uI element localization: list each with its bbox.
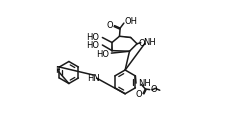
Text: HO: HO <box>96 50 110 59</box>
Text: O: O <box>106 21 113 30</box>
Text: O: O <box>151 85 157 94</box>
Text: NH: NH <box>143 38 155 47</box>
Text: NH: NH <box>138 79 151 88</box>
Polygon shape <box>111 42 113 51</box>
Text: HN: HN <box>88 74 100 83</box>
Polygon shape <box>120 36 131 38</box>
Text: HO: HO <box>86 40 99 50</box>
Text: OH: OH <box>125 17 138 26</box>
Text: HO: HO <box>86 33 99 42</box>
Text: O: O <box>139 40 145 48</box>
Text: F: F <box>55 66 60 75</box>
Text: O: O <box>135 90 142 99</box>
